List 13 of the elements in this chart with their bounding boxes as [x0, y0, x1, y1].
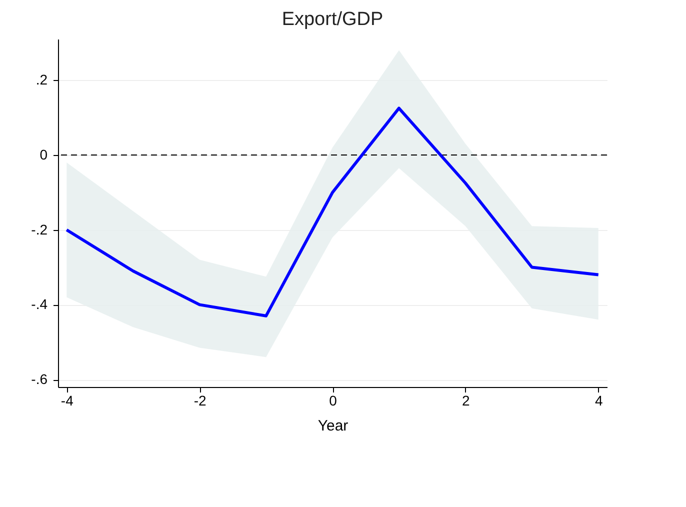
- x-tick-label: 2: [462, 392, 470, 408]
- y-tick-label: -.2: [31, 221, 48, 238]
- y-tick-label: -.4: [31, 296, 48, 312]
- y-tick-label: 0: [40, 146, 48, 162]
- x-axis-title: Year: [318, 418, 348, 434]
- x-tick-label: 4: [594, 392, 603, 408]
- chart-title: Export/GDP: [282, 9, 384, 30]
- x-tick-label: -2: [194, 392, 207, 408]
- y-tick-label: -.6: [31, 371, 48, 388]
- y-tick-label: .2: [36, 72, 48, 88]
- line-series: [65, 106, 600, 318]
- x-tick-label: 0: [329, 392, 338, 408]
- x-tick-label: -4: [60, 392, 74, 408]
